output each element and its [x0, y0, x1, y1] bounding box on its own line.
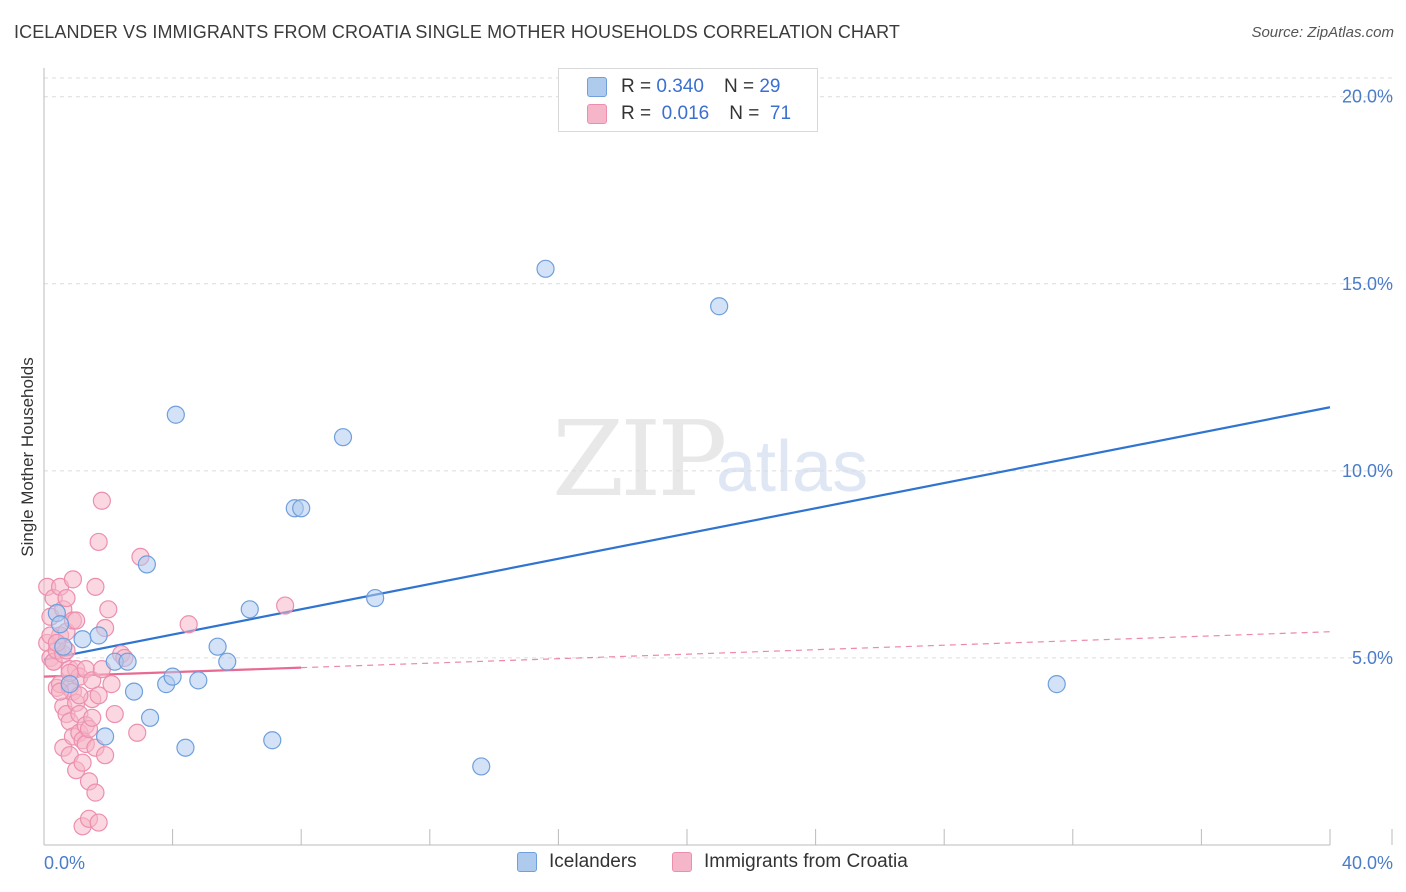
y-tick-label: 10.0% — [1342, 461, 1393, 481]
icelander-point — [95, 727, 115, 746]
croatia-point — [83, 708, 102, 727]
r-label: R = — [621, 103, 652, 124]
croatia-swatch — [587, 104, 607, 124]
croatia-point — [99, 600, 118, 619]
legend-item-croatia[interactable]: Immigrants from Croatia — [672, 851, 908, 873]
croatia-point — [89, 532, 108, 552]
croatia-point — [86, 783, 105, 802]
tick-labels: 5.0% 10.0% 15.0% 20.0% 0.0% 40.0% — [44, 87, 1393, 873]
icelander-point — [73, 630, 92, 649]
icelanders-r-value: 0.340 — [656, 76, 704, 97]
croatia-point — [102, 675, 121, 694]
icelander-point — [176, 738, 195, 757]
croatia-point — [89, 813, 108, 832]
legend-label-icelanders: Icelanders — [549, 851, 637, 872]
series-legend: Icelanders Immigrants from Croatia — [0, 851, 1406, 877]
croatia-point — [67, 611, 86, 630]
icelanders-swatch — [587, 77, 607, 97]
croatia-point — [105, 704, 124, 724]
icelander-point — [50, 615, 70, 634]
croatia-point — [179, 615, 198, 634]
croatia-n-value: 71 — [769, 103, 792, 124]
x-tick-label: 40.0% — [1342, 853, 1393, 873]
croatia-point — [57, 588, 76, 608]
icelanders-legend-swatch — [517, 852, 537, 872]
croatia-trend-line-dashed — [301, 631, 1331, 669]
n-label: N = — [723, 76, 755, 97]
watermark-zip: ZIP — [552, 398, 727, 520]
chart-title: ICELANDER VS IMMIGRANTS FROM CROATIA SIN… — [14, 22, 901, 42]
stats-legend: R = 0.340 N = 29 R = 0.016 N = 71 — [558, 68, 818, 132]
legend-label-croatia: Immigrants from Croatia — [704, 851, 908, 872]
croatia-point — [73, 753, 92, 772]
icelander-point — [536, 259, 555, 278]
croatia-point — [128, 723, 147, 742]
icelander-point — [292, 499, 311, 518]
axes — [43, 68, 1393, 846]
croatia-r-value: 0.016 — [661, 103, 710, 124]
icelander-point — [189, 671, 208, 690]
icelander-point — [54, 637, 73, 656]
icelander-point — [118, 652, 137, 671]
source-credit: Source: ZipAtlas.com — [1251, 24, 1394, 41]
y-tick-label: 5.0% — [1352, 648, 1393, 668]
icelander-point — [240, 600, 259, 619]
croatia-point — [92, 491, 111, 510]
icelander-point — [140, 708, 160, 727]
icelander-point — [1047, 675, 1066, 694]
icelander-point — [472, 757, 491, 776]
croatia-point — [86, 577, 105, 596]
croatia-legend-swatch — [672, 852, 692, 872]
icelander-point — [137, 555, 156, 574]
icelander-point — [166, 405, 185, 424]
icelander-point — [333, 428, 353, 447]
icelander-point — [208, 637, 227, 656]
icelanders-n-value: 29 — [759, 76, 781, 97]
n-label: N = — [729, 103, 760, 124]
icelander-point — [366, 588, 385, 608]
croatia-point — [276, 596, 295, 615]
icelander-point — [218, 652, 237, 671]
y-tick-label: 20.0% — [1342, 87, 1393, 107]
icelander-point — [124, 682, 144, 701]
legend-item-icelanders[interactable]: Icelanders — [517, 851, 637, 873]
icelander-point — [710, 297, 729, 316]
croatia-point — [89, 686, 108, 705]
icelander-point — [163, 667, 182, 686]
icelander-point — [263, 731, 282, 750]
icelander-point — [89, 626, 108, 645]
trend-lines — [43, 406, 1331, 678]
x-tick-label: 0.0% — [44, 853, 85, 873]
stats-row-icelanders: R = 0.340 N = 29 — [587, 75, 780, 99]
y-tick-label: 15.0% — [1342, 274, 1393, 294]
r-label: R = — [621, 76, 652, 97]
croatia-point — [95, 746, 115, 765]
stats-row-croatia: R = 0.016 N = 71 — [587, 102, 791, 126]
watermark-atlas: atlas — [716, 427, 869, 507]
croatia-point — [63, 570, 83, 589]
icelander-point — [60, 675, 79, 694]
gridlines — [44, 77, 1392, 659]
icelanders-trend-line — [43, 406, 1331, 661]
data-points — [38, 259, 1066, 836]
